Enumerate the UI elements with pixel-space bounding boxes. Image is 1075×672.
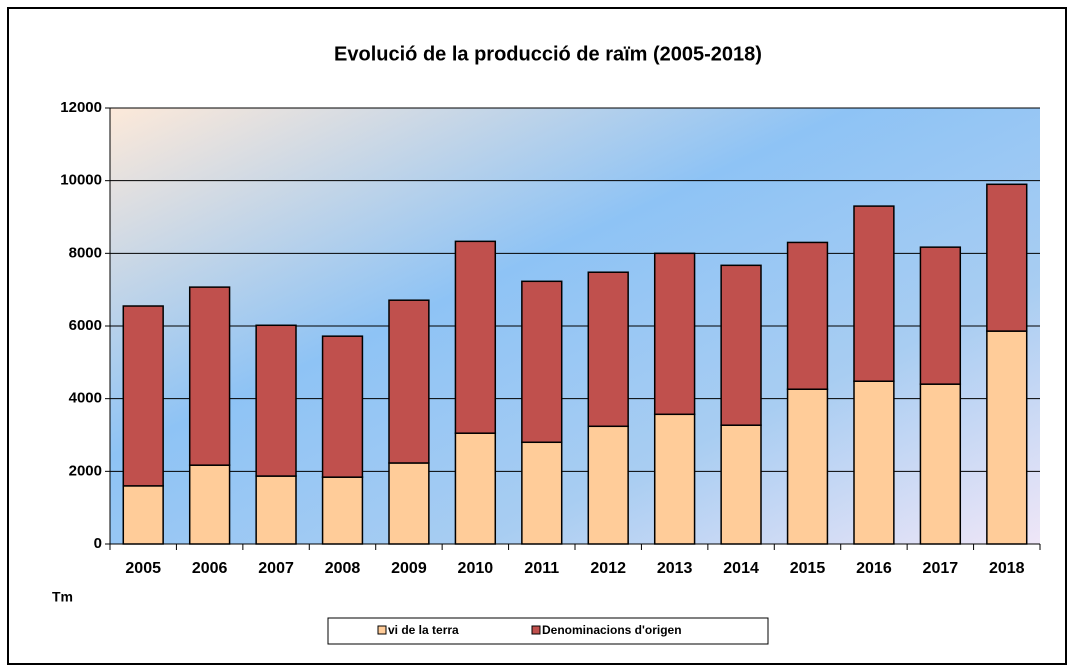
legend-label: vi de la terra xyxy=(388,623,459,637)
bar xyxy=(388,299,430,464)
bar xyxy=(653,252,696,416)
bar xyxy=(653,413,696,545)
y-axis-label: Tm xyxy=(52,589,73,605)
x-tick-label: 2017 xyxy=(923,560,959,577)
y-tick-label: 6000 xyxy=(69,317,102,334)
x-tick-label: 2016 xyxy=(856,560,892,577)
y-tick-label: 0 xyxy=(94,535,102,552)
bar xyxy=(853,380,895,545)
bar xyxy=(587,425,629,545)
legend-swatch xyxy=(531,625,541,635)
x-tick-label: 2015 xyxy=(790,560,826,577)
bar xyxy=(321,335,364,478)
bar xyxy=(986,183,1028,332)
x-tick-label: 2010 xyxy=(458,560,494,577)
bar xyxy=(919,246,962,385)
y-tick-label: 8000 xyxy=(69,244,102,261)
bar xyxy=(587,271,629,428)
bar xyxy=(255,475,297,545)
bar xyxy=(720,264,762,426)
bar xyxy=(720,424,762,545)
legend-label: Denominacions d'origen xyxy=(542,623,682,637)
bar xyxy=(454,432,497,545)
bar xyxy=(122,305,164,487)
y-tick-label: 2000 xyxy=(69,462,102,479)
x-tick-label: 2008 xyxy=(325,560,361,577)
bar xyxy=(321,476,364,545)
bar xyxy=(521,280,563,444)
bar xyxy=(919,383,962,545)
x-tick-label: 2005 xyxy=(125,560,161,577)
x-tick-label: 2018 xyxy=(989,560,1025,577)
bar xyxy=(188,464,231,545)
x-tick-label: 2007 xyxy=(258,560,294,577)
x-tick-label: 2014 xyxy=(723,560,759,577)
bar xyxy=(388,462,430,545)
bar xyxy=(521,441,563,545)
bar xyxy=(986,330,1028,545)
bar xyxy=(255,324,297,477)
x-tick-label: 2009 xyxy=(391,560,427,577)
chart-title: Evolució de la producció de raïm (2005-2… xyxy=(334,43,762,65)
bar xyxy=(853,205,895,382)
legend xyxy=(327,617,769,645)
x-tick-label: 2006 xyxy=(192,560,228,577)
bar xyxy=(454,240,497,434)
y-tick-label: 4000 xyxy=(69,390,102,407)
bar xyxy=(188,286,231,466)
bar xyxy=(786,388,829,545)
x-tick-label: 2012 xyxy=(590,560,626,577)
y-tick-label: 12000 xyxy=(60,99,102,116)
legend-swatch xyxy=(377,625,387,635)
x-tick-label: 2013 xyxy=(657,560,693,577)
bar xyxy=(122,485,164,545)
y-tick-label: 10000 xyxy=(60,172,102,189)
x-tick-label: 2011 xyxy=(524,560,559,577)
bar xyxy=(786,241,829,390)
